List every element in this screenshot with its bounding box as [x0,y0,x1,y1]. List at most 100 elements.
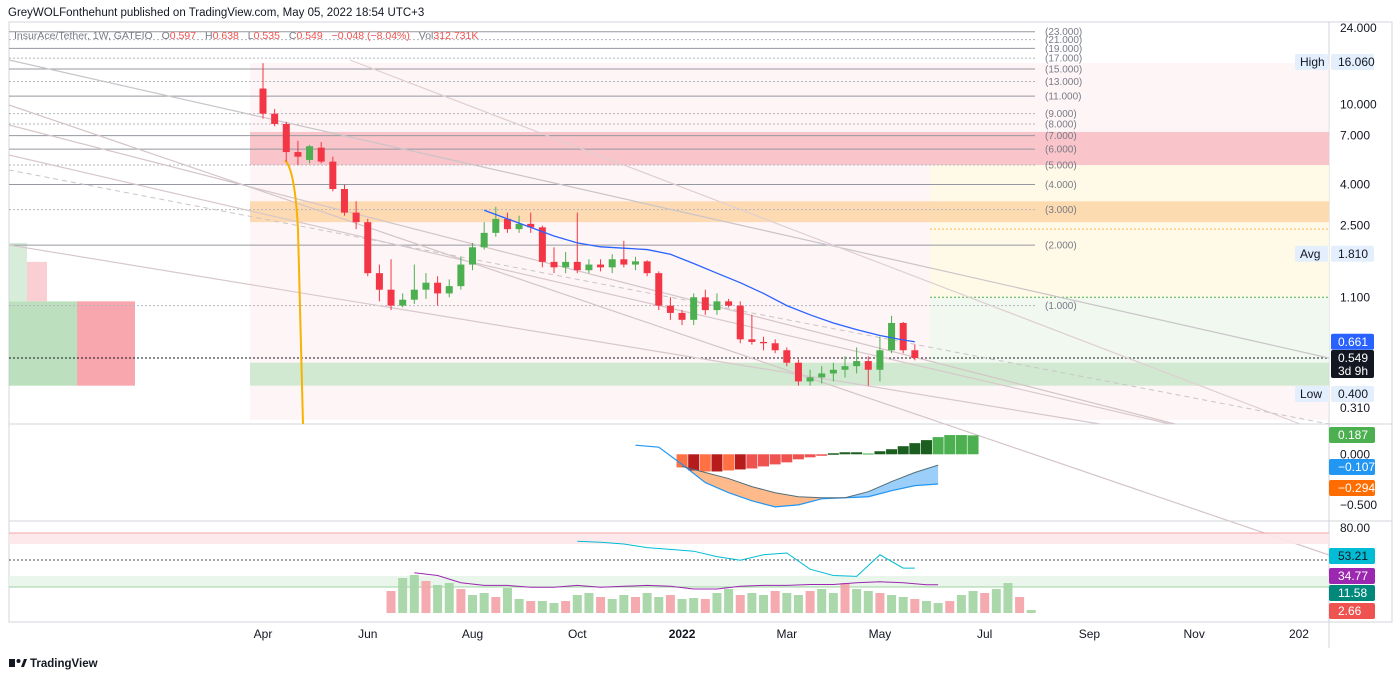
macd-hist-10 [792,454,804,460]
candle-body-18 [469,247,477,265]
price-badge-sub-3: 3d 9h [1338,364,1368,378]
macd-hist-5 [734,454,746,470]
candle-body-10 [375,273,383,290]
macd-badge-1: −0.107 [1338,460,1375,474]
macd-hist-9 [781,454,793,463]
macd-hist-1 [688,454,700,471]
price-badge-label-bg-4 [1295,386,1328,402]
macd-hist-0 [676,454,688,468]
time-label-6: May [869,627,892,641]
volume-bar-7 [468,595,478,613]
candle-body-2 [282,123,290,153]
candle-body-33 [643,261,651,274]
moving-average [483,209,915,343]
volume-profile-down [77,301,135,386]
candle-body-26 [562,261,570,268]
candle-body-24 [538,227,546,262]
volume-bar-25 [677,599,687,613]
adx-band [9,576,1329,587]
macd-hist-17 [874,451,886,455]
price-badge-bg-3 [1331,350,1374,379]
volume-bar-3 [421,581,431,613]
trend-line-2 [8,124,1176,425]
volume-bar-22 [642,593,652,613]
volume-bar-6 [456,589,466,613]
signal-line [681,464,939,499]
candle-body-9 [364,222,372,274]
macd-badge-bg-1 [1329,459,1375,475]
volume-bar-13 [537,601,547,613]
price-badge-label-4: Low [1300,387,1322,401]
macd-badge-bg-2 [1329,480,1375,496]
legend-open: 0.597 [170,30,196,42]
volume-bar-45 [910,599,920,613]
zone-2 [250,362,1329,386]
candle-body-31 [620,259,628,265]
volume-bar-21 [630,597,640,613]
price-badge-label-bg-0 [1295,54,1328,70]
rsi-badge-0: 53.21 [1338,549,1368,563]
candle-body-54 [888,322,896,351]
volume-bar-33 [770,591,780,613]
macd-tick-1: −0.500 [1340,498,1377,512]
ohlc-legend: InsurAce/Tether, 1W, GATEIO O0.597 H0.63… [14,30,478,42]
rsi-badge-bg-2 [1329,585,1375,601]
volume-bar-2 [409,575,419,613]
candle-body-48 [818,373,826,378]
candle-body-38 [701,297,709,311]
macd-tick-0: 0.000 [1340,447,1370,461]
volume-bar-15 [561,601,571,613]
legend-change: −0.048 (−8.04%) [332,30,410,42]
volume-bar-20 [619,595,629,613]
macd-hist-21 [920,440,932,455]
legend-volume: 312.731K [433,30,478,42]
volume-bar-16 [572,595,582,613]
volume-bar-28 [712,593,722,613]
price-tick-5: 1.100 [1340,290,1370,304]
candle-body-43 [760,341,768,344]
volume-bar-19 [607,599,617,613]
macd-hist-8 [769,454,781,465]
volume-bar-53 [1003,583,1013,613]
volume-profile-down-2 [27,261,47,302]
fib-label-6: (11.000) [1045,92,1082,103]
trend-line-3 [8,154,1171,425]
candle-body-15 [434,282,442,294]
volume-bar-29 [724,589,734,613]
candle-body-44 [771,343,779,351]
fib-label-4: (15.000) [1045,65,1082,76]
rsi-badge-2: 11.58 [1338,586,1367,600]
volume-bar-27 [700,599,710,613]
candle-body-25 [550,261,558,268]
macd-badge-2: −0.294 [1338,481,1375,495]
zone-1 [250,201,1329,223]
macd-hist-4 [723,454,735,471]
trend-line-1 [8,104,1330,556]
volume-bar-40 [852,589,862,613]
legend-high: 0.638 [213,30,239,42]
volume-bar-38 [828,593,838,613]
candle-body-19 [480,232,488,248]
volume-bar-35 [793,595,803,613]
candle-body-14 [422,282,430,290]
volume-bar-44 [898,597,908,613]
volume-bar-17 [584,593,594,613]
volume-bar-30 [735,595,745,613]
fib-label-8: (8.000) [1045,119,1077,130]
macd-hist-3 [711,454,723,472]
candle-body-0 [259,88,267,114]
macd-hist-20 [909,443,921,455]
macd-fill-bearish [682,464,822,507]
volume-bar-32 [759,595,769,613]
candle-body-6 [329,161,337,190]
brand-text: TradingView [30,658,98,670]
price-tick-0: 24.000 [1340,21,1377,35]
macd-hist-19 [897,446,909,455]
macd-hist-7 [758,454,770,467]
candle-body-42 [748,339,756,342]
volume-bar-47 [933,603,943,613]
price-badge-value-0: 16.060 [1338,55,1375,69]
rsi-badge-1: 34.77 [1338,569,1368,583]
